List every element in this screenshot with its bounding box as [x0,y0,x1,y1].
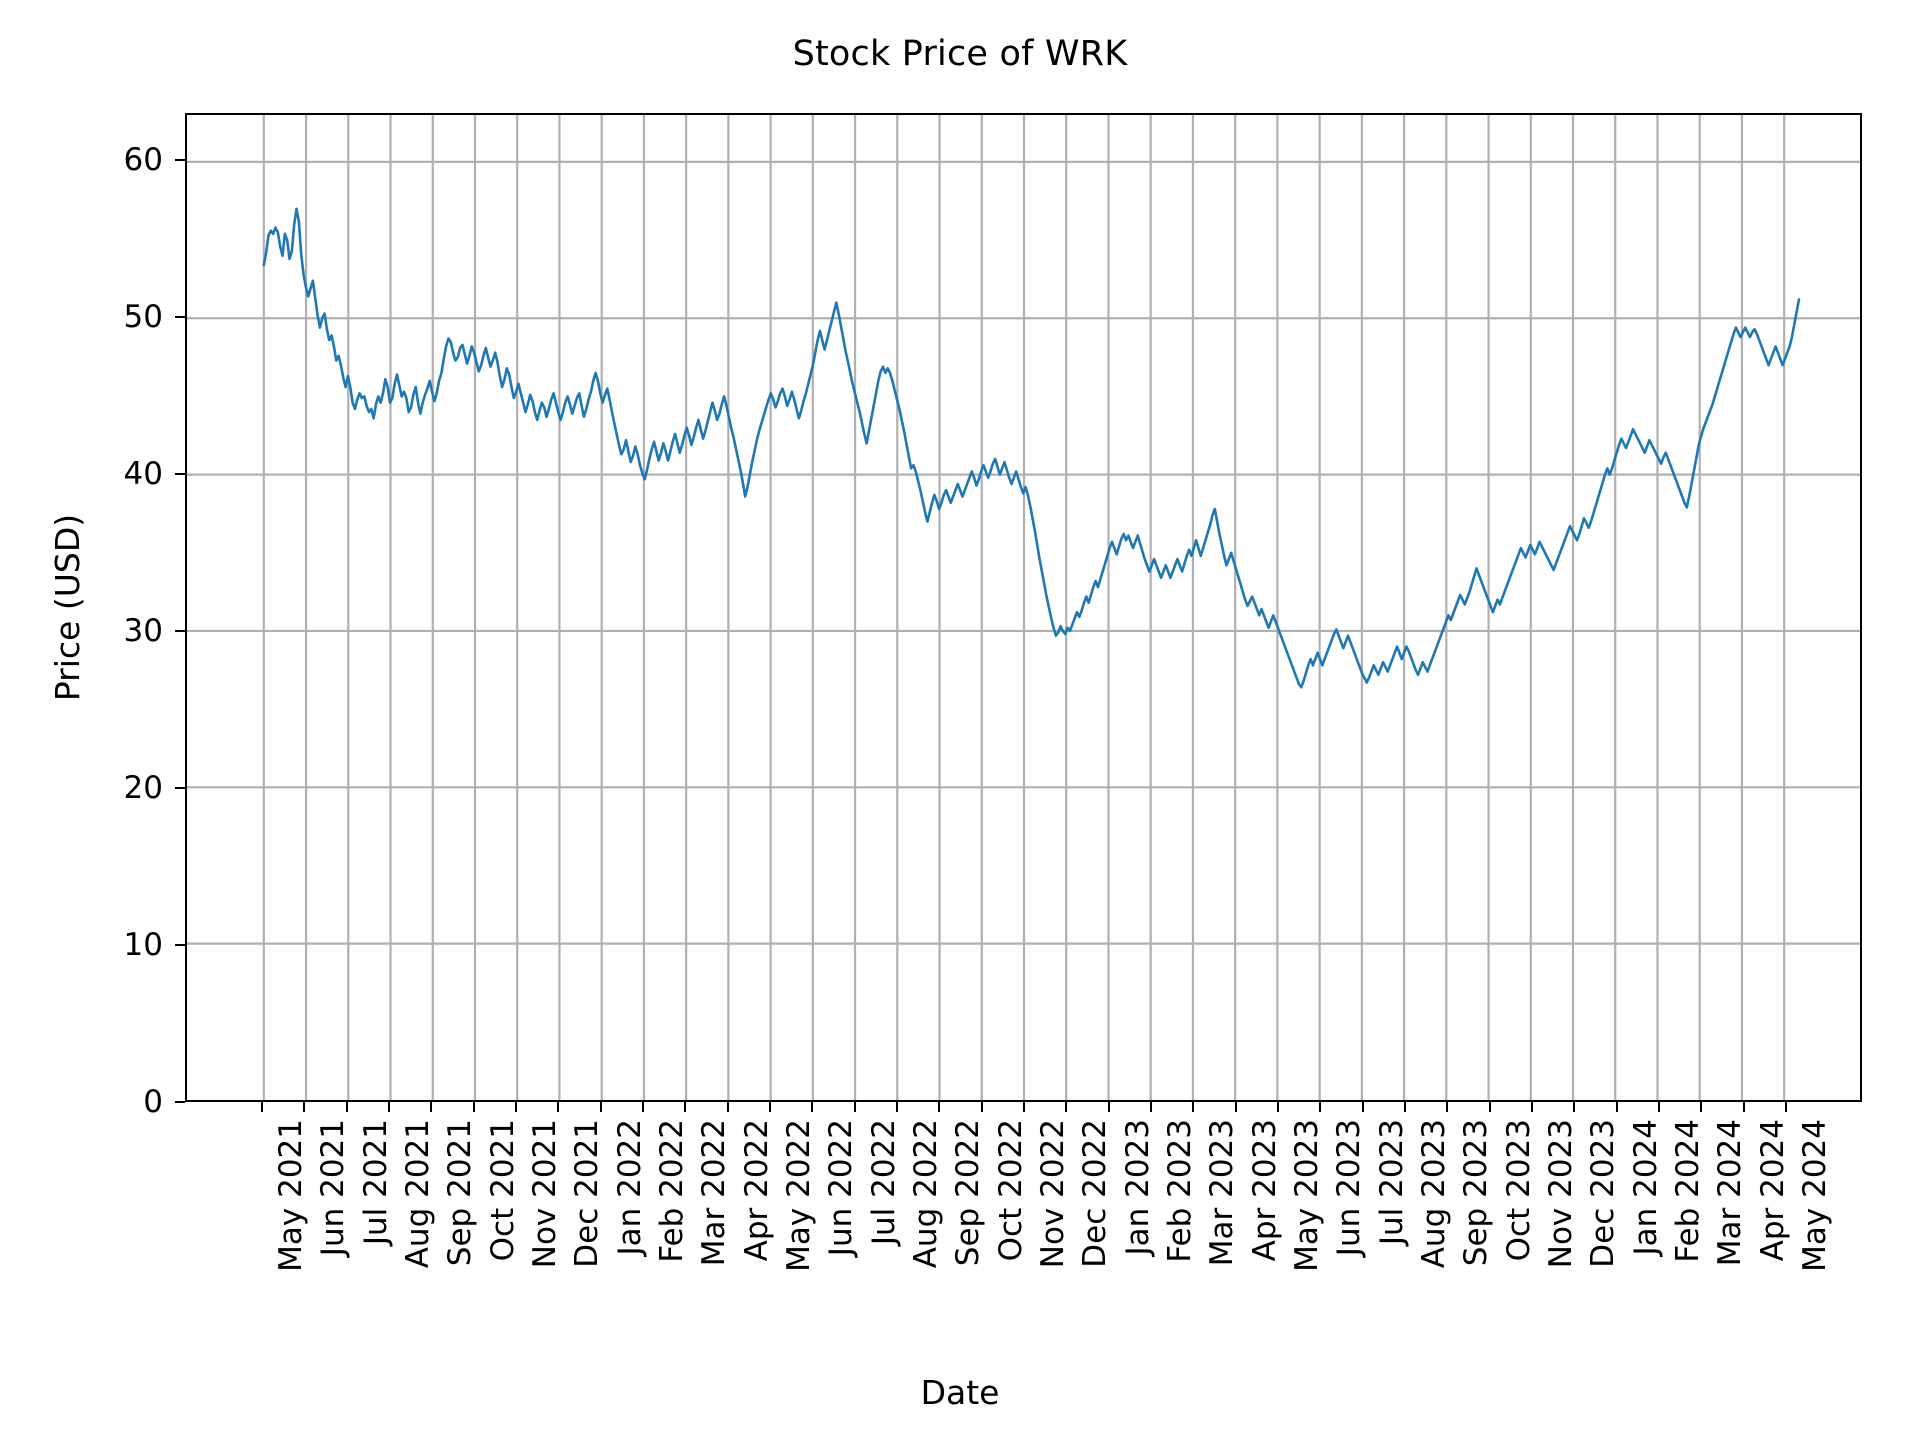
x-tick-mark [1150,1102,1152,1112]
x-tick-mark [472,1102,475,1112]
x-tick-label: Jun 2023 [1331,1119,1368,1257]
x-tick-label: Feb 2022 [654,1119,690,1263]
x-tick-mark [1531,1102,1533,1112]
x-tick-mark [1785,1102,1787,1112]
x-tick-label: Oct 2022 [992,1119,1029,1262]
x-tick-label: Aug 2022 [908,1119,944,1269]
x-tick-mark [1023,1102,1025,1112]
x-tick-mark [980,1102,983,1112]
x-tick-mark [1065,1102,1068,1112]
x-tick-mark [261,1102,263,1112]
x-tick-mark [1319,1102,1322,1112]
x-tick-mark [1700,1102,1703,1112]
x-tick-label: May 2021 [273,1119,309,1272]
x-tick-label: Sep 2022 [950,1119,987,1267]
page-title: Stock Price of WRK [792,34,1128,74]
y-tick-label: 40 [123,456,163,493]
x-tick-mark [515,1102,517,1112]
x-tick-mark [938,1102,941,1112]
y-tick-mark [175,316,185,319]
y-tick-label: 60 [123,142,163,179]
y-tick-label: 50 [123,299,163,336]
x-axis-label: Date [920,1373,1000,1412]
x-tick-label: May 2023 [1289,1119,1325,1272]
x-tick-mark [1404,1102,1406,1112]
x-tick-mark [388,1102,390,1112]
x-tick-mark [1277,1102,1279,1112]
y-tick-mark [175,944,185,947]
y-tick-label: 30 [123,613,163,650]
y-tick-mark [175,473,185,476]
x-tick-mark [1361,1102,1364,1112]
x-tick-label: Nov 2023 [1543,1119,1579,1269]
x-tick-label: Apr 2022 [738,1119,775,1262]
x-tick-mark [811,1102,814,1112]
x-tick-label: Nov 2021 [527,1119,563,1269]
y-tick-label: 10 [123,927,163,964]
x-tick-label: Jul 2021 [357,1119,394,1246]
y-tick-mark [175,787,185,790]
x-tick-mark [1192,1102,1195,1112]
y-tick-label: 20 [123,770,163,807]
x-tick-label: Dec 2022 [1077,1119,1114,1268]
x-tick-mark [599,1102,602,1112]
x-tick-label: Aug 2023 [1416,1119,1452,1269]
x-tick-label: Jul 2022 [865,1119,902,1246]
x-tick-label: Sep 2023 [1458,1119,1495,1267]
x-tick-label: Mar 2023 [1204,1119,1241,1267]
x-tick-mark [1615,1102,1618,1112]
plot-area [185,113,1862,1102]
x-tick-label: Dec 2021 [569,1119,606,1268]
x-tick-label: Feb 2024 [1670,1119,1706,1263]
x-tick-label: Nov 2022 [1035,1119,1071,1269]
x-tick-mark [769,1102,771,1112]
x-tick-label: Jun 2022 [823,1119,860,1257]
x-tick-label: Oct 2023 [1500,1119,1537,1262]
x-tick-label: May 2024 [1797,1119,1833,1272]
x-tick-mark [726,1102,729,1112]
x-tick-mark [1742,1102,1745,1112]
x-tick-mark [1488,1102,1491,1112]
x-tick-label: Sep 2021 [442,1119,479,1267]
x-tick-label: Oct 2021 [484,1119,521,1262]
x-tick-mark [1573,1102,1576,1112]
y-tick-mark [175,630,185,633]
x-tick-mark [1658,1102,1660,1112]
x-tick-mark [430,1102,433,1112]
x-tick-mark [1446,1102,1449,1112]
x-tick-mark [345,1102,348,1112]
x-tick-label: Feb 2023 [1162,1119,1198,1263]
x-tick-mark [642,1102,644,1112]
x-tick-label: Apr 2023 [1246,1119,1283,1262]
x-tick-label: Dec 2023 [1585,1119,1622,1268]
x-tick-label: Jan 2022 [611,1119,648,1256]
x-tick-label: Jan 2023 [1119,1119,1156,1256]
grid-lines [187,115,1860,1100]
x-tick-label: Jan 2024 [1627,1119,1664,1256]
y-tick-label: 0 [143,1084,163,1120]
price-line-series [262,207,1801,689]
x-tick-mark [896,1102,898,1112]
x-tick-mark [303,1102,306,1112]
y-tick-mark [175,159,185,162]
x-tick-label: Aug 2021 [400,1119,436,1269]
x-tick-mark [557,1102,560,1112]
x-tick-label: Mar 2022 [696,1119,733,1267]
x-tick-mark [853,1102,856,1112]
x-tick-label: Mar 2024 [1712,1119,1749,1267]
y-axis-ticks: 0 10 20 30 40 50 60 [0,0,185,1440]
x-tick-mark [684,1102,687,1112]
y-tick-mark [175,1101,185,1103]
x-tick-label: Apr 2024 [1754,1119,1791,1262]
x-tick-mark [1234,1102,1237,1112]
x-tick-label: May 2022 [781,1119,817,1272]
x-tick-label: Jun 2021 [315,1119,352,1257]
x-tick-mark [1107,1102,1110,1112]
x-tick-label: Jul 2023 [1373,1119,1410,1246]
y-axis-label: Price (USD) [48,513,87,702]
